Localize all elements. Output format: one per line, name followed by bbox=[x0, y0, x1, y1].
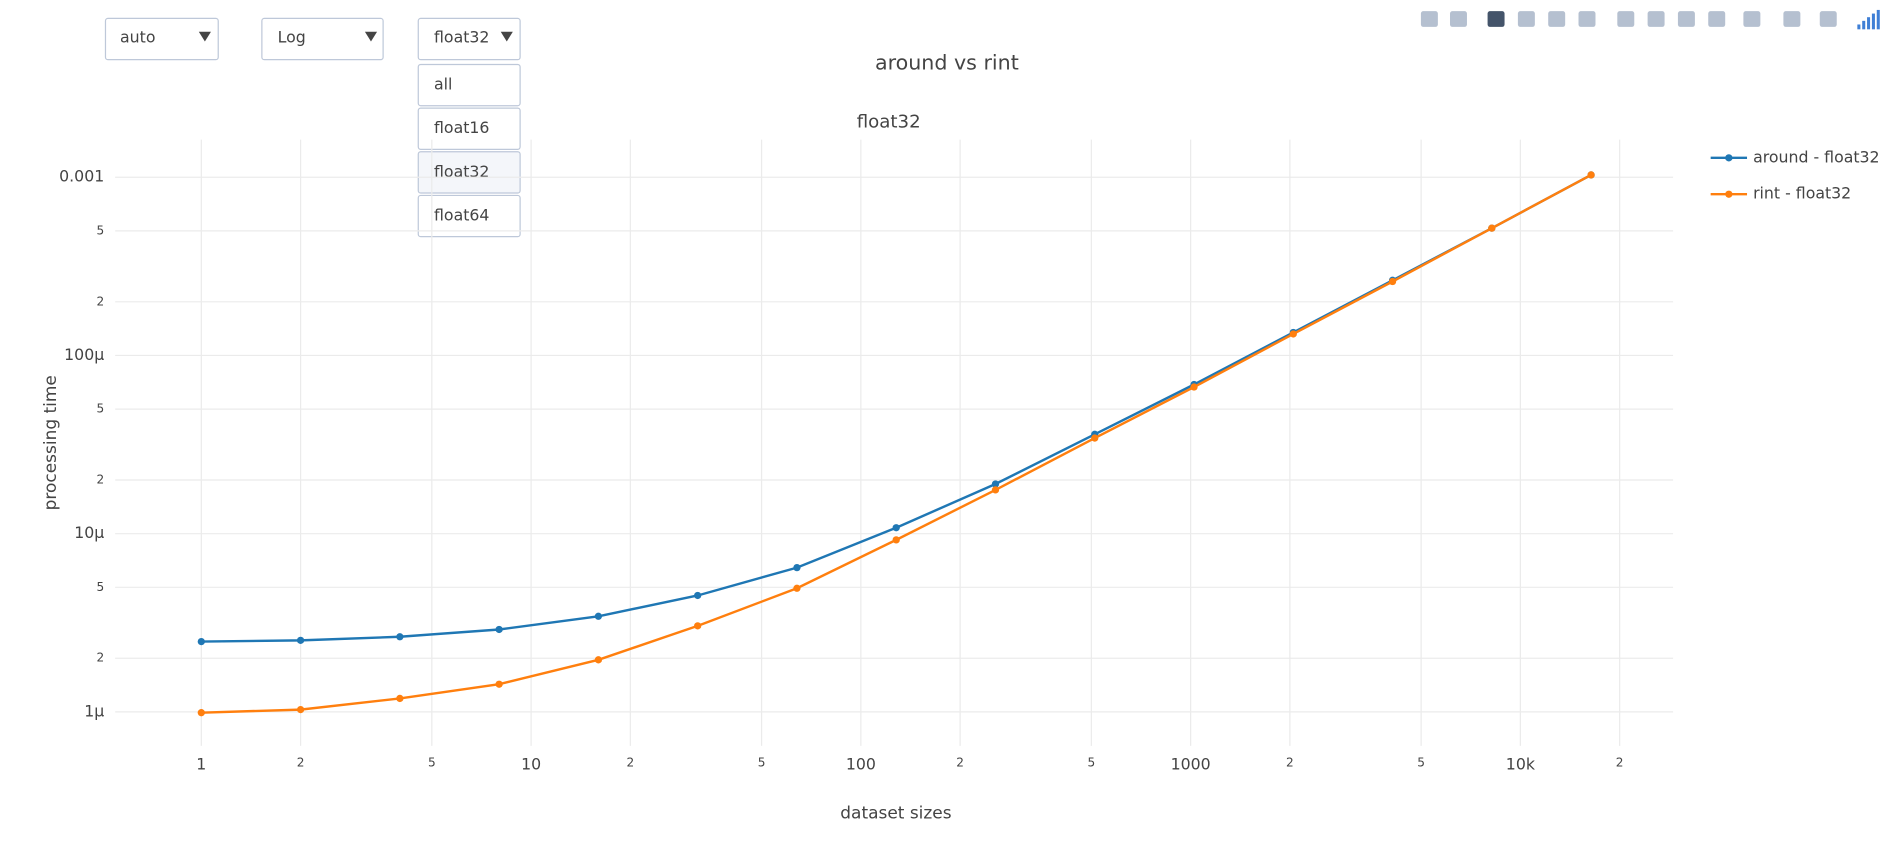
data-point bbox=[694, 591, 702, 600]
modebar-button[interactable] bbox=[1420, 11, 1438, 27]
y-axis-title: processing time bbox=[41, 375, 61, 510]
x-tick-label: 5 bbox=[758, 755, 766, 769]
chart-title: around vs rint bbox=[875, 50, 1019, 74]
y-tick-label: 100µ bbox=[64, 345, 104, 364]
x-tick-label: 2 bbox=[956, 755, 964, 769]
data-point bbox=[991, 480, 1000, 488]
data-point bbox=[396, 694, 404, 703]
modebar bbox=[1420, 9, 1880, 30]
dropdown-arrow bbox=[500, 31, 513, 42]
x-tick-label: 1000 bbox=[1171, 755, 1211, 774]
dropdown-option-label: float16 bbox=[434, 118, 489, 137]
legend-marker bbox=[1725, 190, 1733, 198]
x-tick-label: 2 bbox=[1286, 755, 1294, 769]
modebar-button[interactable] bbox=[1517, 11, 1535, 27]
dropdown-value: float32 bbox=[434, 27, 489, 46]
dropdown-option[interactable] bbox=[417, 63, 521, 107]
dropdown-button[interactable] bbox=[261, 17, 384, 61]
data-point bbox=[1388, 277, 1397, 286]
data-point bbox=[1091, 434, 1099, 442]
x-tick-label: 5 bbox=[1417, 755, 1425, 769]
x-tick-label: 10k bbox=[1506, 755, 1536, 774]
dropdown-option-label: float32 bbox=[434, 162, 489, 181]
dropdown-arrow bbox=[198, 31, 211, 42]
dropdown-option[interactable] bbox=[417, 107, 521, 150]
x-tick-label: 10 bbox=[521, 755, 541, 774]
data-point bbox=[694, 622, 702, 630]
data-point bbox=[396, 633, 404, 641]
y-tick-label: 0.001 bbox=[59, 167, 104, 186]
dropdown[interactable]: auto bbox=[104, 17, 219, 61]
modebar-button[interactable] bbox=[1708, 11, 1726, 27]
x-axis-title: dataset sizes bbox=[840, 804, 951, 824]
dropdown-menu: all float16 float32 float64 bbox=[417, 63, 521, 238]
dropdown[interactable]: float32 bbox=[417, 17, 521, 61]
data-point bbox=[793, 563, 801, 572]
data-point bbox=[1289, 330, 1297, 338]
dropdown-option[interactable] bbox=[417, 151, 521, 194]
dropdown-value: Log bbox=[278, 27, 306, 46]
y-tick-label: 5 bbox=[97, 402, 105, 416]
data-point bbox=[1488, 224, 1496, 232]
data-point bbox=[495, 625, 503, 634]
legend-label: around - float32 bbox=[1753, 147, 1879, 166]
data-point bbox=[793, 584, 801, 592]
modebar-button[interactable] bbox=[1819, 11, 1837, 27]
legend-label: rint - float32 bbox=[1753, 184, 1851, 203]
modebar-logo bbox=[1862, 20, 1866, 30]
modebar-button[interactable] bbox=[1647, 11, 1665, 27]
x-tick-label: 2 bbox=[626, 755, 634, 769]
x-tick-label: 2 bbox=[297, 755, 305, 769]
y-tick-label: 2 bbox=[97, 294, 105, 308]
data-point bbox=[197, 709, 205, 717]
modebar-button[interactable] bbox=[1548, 11, 1566, 27]
modebar-logo bbox=[1876, 9, 1880, 30]
modebar-logo bbox=[1871, 13, 1875, 30]
modebar-button[interactable] bbox=[1449, 11, 1467, 27]
modebar-button[interactable] bbox=[1617, 11, 1635, 27]
y-tick-label: 5 bbox=[97, 580, 105, 594]
dropdown[interactable]: Log bbox=[261, 17, 384, 61]
x-tick-label: 5 bbox=[1087, 755, 1095, 769]
y-tick-label: 5 bbox=[97, 223, 105, 237]
dropdown-arrow bbox=[364, 31, 378, 42]
dropdown-option-label: all bbox=[434, 75, 452, 94]
modebar-logo bbox=[1857, 24, 1861, 30]
data-point bbox=[594, 612, 603, 620]
y-tick-label: 10µ bbox=[74, 523, 104, 542]
modebar-button[interactable] bbox=[1677, 11, 1695, 27]
modebar-button[interactable] bbox=[1783, 11, 1801, 27]
modebar-logo bbox=[1867, 17, 1871, 30]
series-line bbox=[201, 173, 1592, 714]
x-tick-label: 1 bbox=[196, 755, 206, 774]
chart-subtitle: float32 bbox=[857, 112, 921, 133]
y-tick-label: 1µ bbox=[84, 701, 104, 720]
y-tick-label: 2 bbox=[97, 651, 105, 665]
data-point bbox=[296, 705, 305, 714]
dropdown-option[interactable] bbox=[417, 194, 521, 238]
series-line bbox=[201, 173, 1592, 643]
dropdown-option-label: float64 bbox=[434, 206, 489, 225]
data-point bbox=[1190, 383, 1198, 391]
modebar-button[interactable] bbox=[1743, 11, 1761, 27]
modebar-button[interactable] bbox=[1578, 11, 1596, 27]
data-point bbox=[892, 524, 900, 532]
y-tick-label: 2 bbox=[97, 473, 105, 487]
data-point bbox=[991, 486, 1000, 494]
dropdown-value: auto bbox=[120, 27, 155, 46]
data-point bbox=[594, 656, 603, 664]
data-point bbox=[197, 637, 205, 646]
data-point bbox=[892, 536, 900, 544]
dropdown-button[interactable] bbox=[104, 17, 219, 61]
x-tick-label: 5 bbox=[428, 755, 436, 769]
legend-marker bbox=[1725, 154, 1733, 162]
data-point bbox=[495, 680, 503, 688]
x-tick-label: 2 bbox=[1616, 755, 1624, 769]
dropdown-button[interactable] bbox=[417, 17, 521, 61]
x-tick-label: 100 bbox=[846, 755, 876, 774]
modebar-button[interactable] bbox=[1487, 11, 1505, 27]
data-point bbox=[296, 636, 305, 644]
data-point bbox=[1587, 171, 1595, 179]
